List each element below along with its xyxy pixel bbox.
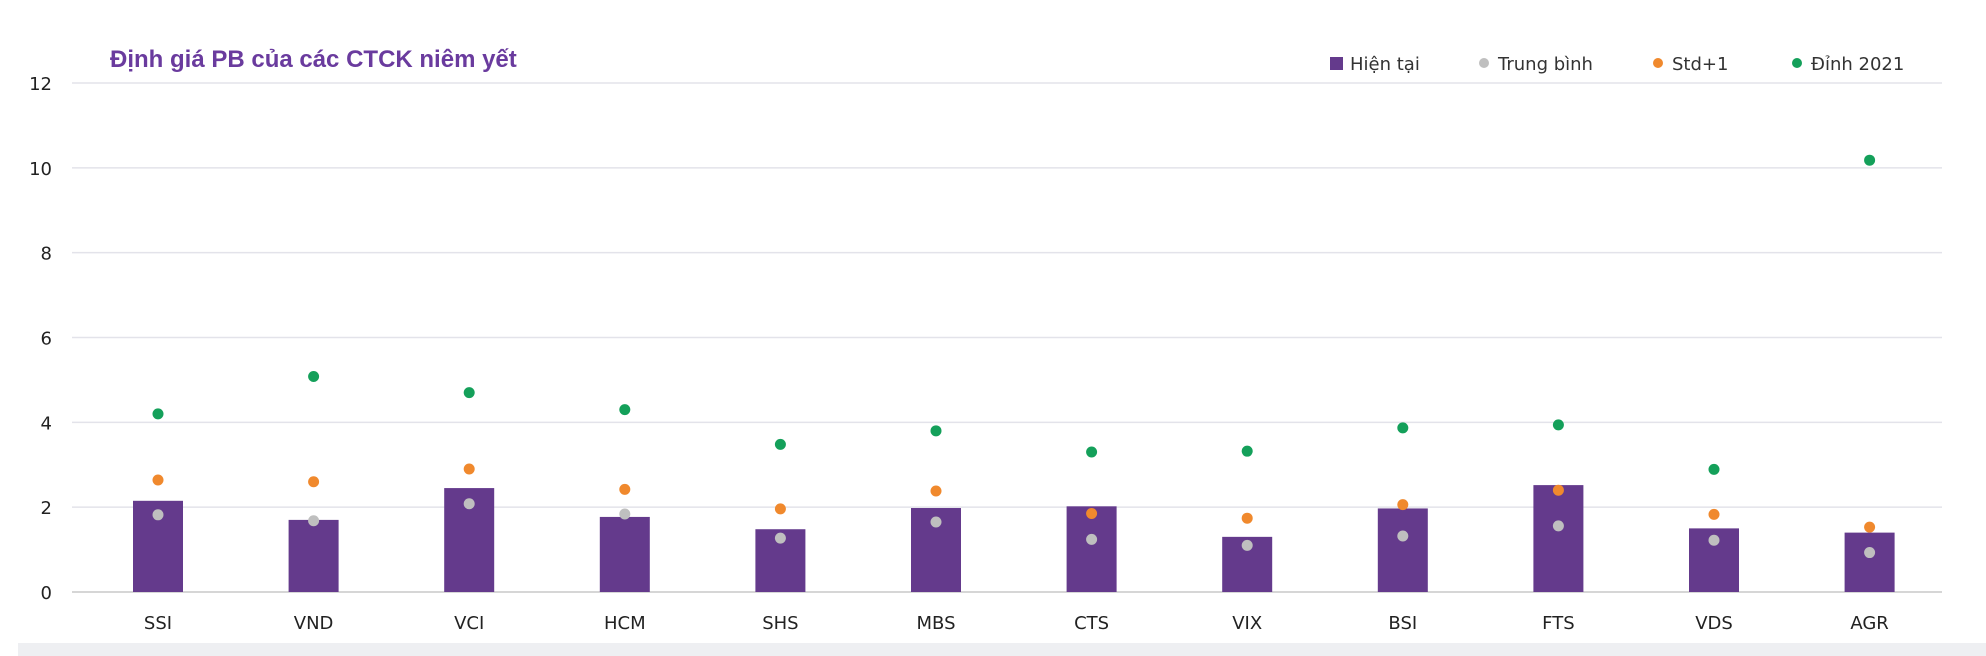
bar-cts: [1066, 506, 1117, 592]
dot-std-1-mbs: [930, 485, 942, 497]
legend-label: Std+1: [1672, 54, 1728, 75]
dot--nh-2021-mbs: [930, 425, 942, 437]
bar-agr: [1844, 532, 1895, 592]
dot-std-1-bsi: [1397, 499, 1409, 511]
x-tick-label: AGR: [1850, 613, 1888, 634]
x-tick-label: VND: [294, 613, 334, 634]
y-tick-label: 0: [41, 583, 52, 604]
y-tick-label: 6: [41, 329, 52, 350]
dot-series: [152, 154, 1876, 559]
dot--nh-2021-ssi: [152, 408, 164, 420]
x-tick-label: MBS: [917, 613, 956, 634]
dot--nh-2021-vnd: [308, 371, 320, 383]
dot-std-1-shs: [774, 503, 786, 515]
dot--nh-2021-cts: [1086, 446, 1098, 458]
dot-std-1-fts: [1552, 484, 1564, 496]
y-tick-label: 12: [29, 74, 52, 95]
x-tick-label: SHS: [762, 613, 798, 634]
y-tick-label: 8: [41, 244, 52, 265]
gridlines: [72, 82, 1942, 593]
dot--nh-2021-vds: [1708, 463, 1720, 475]
dot-trung-b-nh-vix: [1241, 539, 1253, 551]
dot-trung-b-nh-hcm: [619, 508, 631, 520]
dot-trung-b-nh-vci: [463, 498, 475, 510]
dot--nh-2021-agr: [1864, 154, 1876, 166]
x-tick-label: VIX: [1232, 613, 1262, 634]
bar-hcm: [599, 516, 650, 592]
dot-trung-b-nh-shs: [774, 532, 786, 544]
dot--nh-2021-vci: [463, 387, 475, 399]
legend-swatch-dot: [1792, 58, 1802, 68]
y-tick-label: 4: [41, 413, 52, 434]
x-tick-label: VCI: [454, 613, 484, 634]
dot-std-1-agr: [1864, 521, 1876, 533]
dot-trung-b-nh-agr: [1864, 547, 1876, 559]
dot-std-1-vix: [1241, 512, 1253, 524]
footer-band: [18, 643, 1986, 656]
dot--nh-2021-vix: [1241, 445, 1253, 457]
dot-trung-b-nh-vnd: [308, 515, 320, 527]
legend-swatch-dot: [1479, 58, 1489, 68]
y-axis: 0 2 4 6 8 10 12: [29, 74, 52, 604]
x-tick-label: FTS: [1542, 613, 1574, 634]
dot-trung-b-nh-ssi: [152, 509, 164, 521]
x-axis: SSI VND VCI HCM SHS MBS CTS VIX BSI FTS VDS AGR: [144, 613, 1889, 634]
dot-trung-b-nh-bsi: [1397, 530, 1409, 542]
dot-std-1-vnd: [308, 476, 320, 488]
legend-label: Trung bình: [1497, 54, 1593, 75]
x-tick-label: BSI: [1388, 613, 1417, 634]
dot-std-1-vds: [1708, 508, 1720, 520]
bars-hien-tai: [133, 485, 1895, 592]
dot-trung-b-nh-fts: [1552, 520, 1564, 532]
y-tick-label: 2: [41, 498, 52, 519]
chart-title: Định giá PB của các CTCK niêm yết: [110, 46, 517, 73]
dot-std-1-hcm: [619, 483, 631, 495]
bar-bsi: [1377, 508, 1428, 592]
x-tick-label: SSI: [144, 613, 172, 634]
dot-trung-b-nh-mbs: [930, 516, 942, 528]
bar-vnd: [288, 519, 339, 592]
x-tick-label: VDS: [1695, 613, 1733, 634]
legend-label: Hiện tại: [1350, 54, 1420, 75]
dot-std-1-vci: [463, 463, 475, 475]
bar-fts: [1533, 485, 1584, 592]
legend: Hiện tại Trung bình Std+1 Đỉnh 2021: [1330, 54, 1904, 75]
legend-label: Đỉnh 2021: [1811, 54, 1904, 75]
dot-trung-b-nh-cts: [1086, 533, 1098, 545]
dot-std-1-ssi: [152, 474, 164, 486]
dot-trung-b-nh-vds: [1708, 534, 1720, 546]
dot--nh-2021-bsi: [1397, 422, 1409, 434]
x-tick-label: CTS: [1074, 613, 1109, 634]
dot--nh-2021-fts: [1552, 419, 1564, 431]
legend-swatch-dot: [1653, 58, 1663, 68]
dot--nh-2021-hcm: [619, 404, 631, 416]
y-tick-label: 10: [29, 159, 52, 180]
x-tick-label: HCM: [604, 613, 646, 634]
legend-swatch-square: [1330, 57, 1343, 70]
dot--nh-2021-shs: [774, 438, 786, 450]
dot-std-1-cts: [1086, 508, 1098, 520]
